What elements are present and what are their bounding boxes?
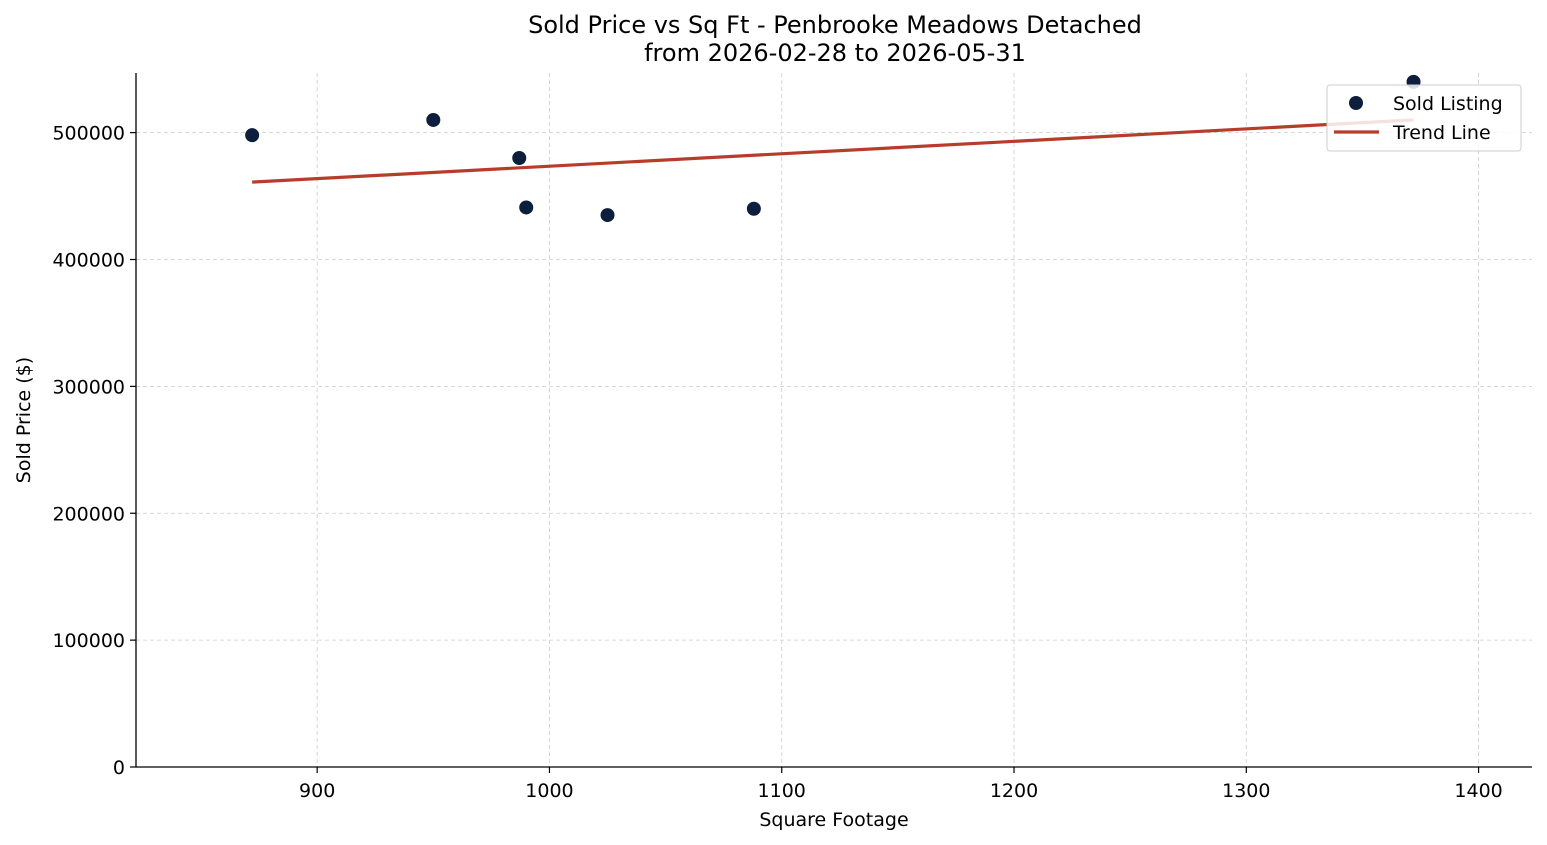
legend-marker-swatch — [1349, 96, 1363, 110]
x-tick-label: 1400 — [1454, 780, 1502, 802]
chart-title-line-2: from 2026-02-28 to 2026-05-31 — [644, 39, 1026, 67]
legend-label: Trend Line — [1392, 122, 1491, 144]
axes: 900 1000 1100 1200 1300 1400 0 100000 200000 3000… — [13, 73, 1532, 831]
x-tick-label: 1000 — [525, 780, 573, 802]
data-point — [245, 128, 260, 143]
x-tick-label: 1200 — [990, 780, 1038, 802]
data-point — [519, 200, 534, 215]
x-tick-label: 1100 — [758, 780, 806, 802]
y-tick-label: 0 — [113, 757, 125, 779]
y-tick-label: 200000 — [52, 503, 125, 525]
x-tick-label: 1300 — [1222, 780, 1270, 802]
y-tick-label: 400000 — [52, 250, 125, 272]
data-point — [600, 208, 615, 223]
y-tick-label: 100000 — [52, 630, 125, 652]
legend: Sold Listing Trend Line — [1326, 84, 1522, 152]
x-tick-label: 900 — [299, 780, 335, 802]
y-tick-label: 300000 — [52, 376, 125, 398]
legend-box — [1326, 84, 1522, 152]
trend-line-series — [252, 118, 1414, 184]
scatter-series — [245, 74, 1421, 223]
data-point — [512, 151, 527, 166]
chart-title: Sold Price vs Sq Ft - Penbrooke Meadows … — [528, 11, 1142, 67]
data-point — [746, 201, 761, 216]
x-axis-label: Square Footage — [759, 809, 908, 831]
data-point — [426, 112, 441, 127]
y-axis-label: Sold Price ($) — [13, 357, 35, 483]
trend-line — [252, 118, 1414, 184]
chart-title-line-1: Sold Price vs Sq Ft - Penbrooke Meadows … — [528, 11, 1142, 39]
y-tick-label: 500000 — [52, 123, 125, 145]
legend-label: Sold Listing — [1393, 93, 1503, 115]
